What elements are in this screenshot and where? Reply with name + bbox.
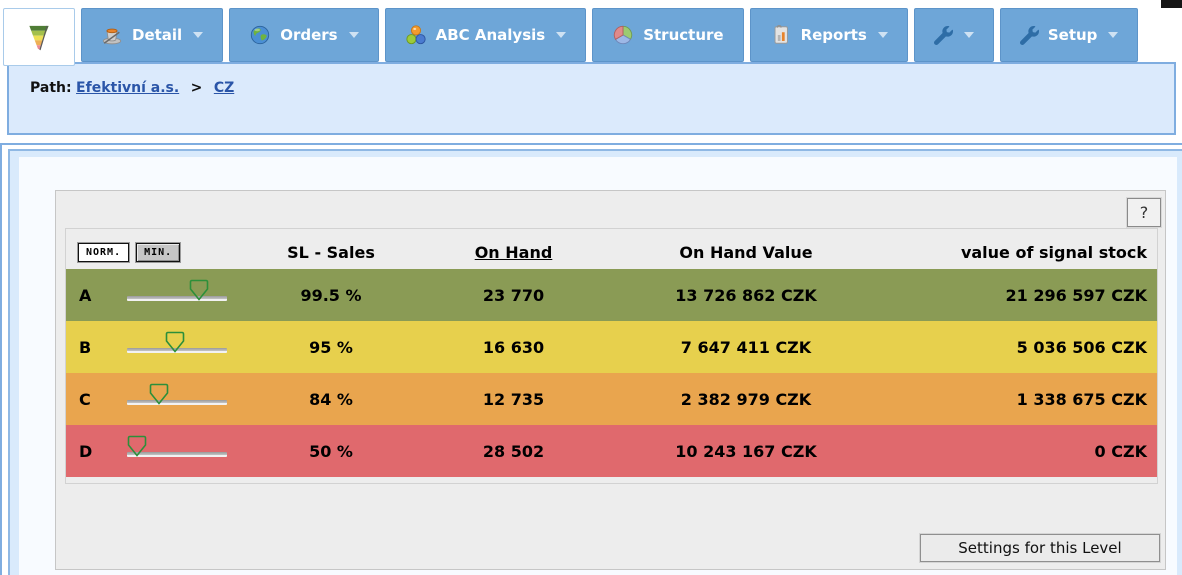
slider-thumb-icon[interactable]: [127, 435, 147, 457]
sl-sales-value: 99.5 %: [300, 285, 362, 305]
wrench-icon: [1019, 25, 1039, 45]
slider-track[interactable]: [127, 348, 227, 353]
breadcrumb-link-cz[interactable]: CZ: [213, 80, 235, 96]
path-label: Path:: [30, 80, 72, 96]
slider-thumb-icon[interactable]: [189, 279, 209, 301]
grade-label: A: [79, 285, 92, 305]
on-hand-value-czk: 13 726 862 CZK: [675, 285, 817, 305]
norm-toggle-button[interactable]: NORM.: [76, 242, 131, 263]
column-header-signal-stock: value of signal stock: [960, 243, 1147, 262]
slider-track[interactable]: [127, 400, 227, 405]
breadcrumb-panel: Path: Efektivní a.s. > CZ: [7, 62, 1176, 135]
wrench-icon: [933, 25, 953, 45]
table-header-row: NORM. MIN. SL - Sales On Hand On Hand Va…: [66, 229, 1157, 269]
tab-reports[interactable]: Reports: [749, 8, 908, 62]
tab-abc-analysis[interactable]: ABC Analysis: [384, 8, 587, 62]
row-a-grade-slider: A: [66, 282, 256, 308]
sl-sales-value: 50 %: [309, 441, 353, 461]
chevron-down-icon: [1108, 32, 1119, 38]
table-row-d: D 50 % 28 502 10 243 167 CZK 0 CZK: [66, 425, 1157, 477]
signal-stock-value: 1 338 675 CZK: [1016, 389, 1147, 409]
table-row-b: B 95 % 16 630 7 647 411 CZK 5 036 506 CZ…: [66, 321, 1157, 373]
globe-icon: [249, 24, 271, 46]
breadcrumb-link-company[interactable]: Efektivní a.s.: [76, 80, 180, 96]
service-level-slider[interactable]: [127, 334, 227, 360]
on-hand-value-czk: 10 243 167 CZK: [675, 441, 817, 461]
service-level-slider[interactable]: [127, 386, 227, 412]
tab-structure-label: Structure: [643, 26, 724, 44]
row-d-grade-slider: D: [66, 438, 256, 464]
on-hand-value: 23 770: [482, 285, 545, 305]
breadcrumb-separator: >: [190, 80, 203, 96]
tab-setup-label: Setup: [1047, 26, 1098, 44]
on-hand-value: 28 502: [482, 441, 545, 461]
slider-thumb-icon[interactable]: [165, 331, 185, 353]
grade-label: B: [79, 337, 92, 357]
row-b-grade-slider: B: [66, 334, 256, 360]
signal-stock-value: 0 CZK: [1094, 441, 1147, 461]
scrollbar-fragment: [1161, 0, 1182, 8]
breadcrumb: Path: Efektivní a.s. > CZ: [9, 64, 1174, 96]
column-header-sl-sales: SL - Sales: [287, 243, 375, 262]
tab-structure[interactable]: Structure: [592, 8, 744, 62]
magic-hat-icon: [101, 24, 123, 46]
column-header-on-hand[interactable]: On Hand: [474, 243, 553, 262]
abc-funnel-icon: [27, 24, 51, 51]
tab-orders[interactable]: Orders: [229, 8, 379, 62]
grade-label: C: [79, 389, 91, 409]
report-chart-icon: [770, 24, 792, 46]
chevron-down-icon: [193, 32, 204, 38]
row-c-grade-slider: C: [66, 386, 256, 412]
sl-sales-value: 95 %: [309, 337, 353, 357]
tab-home-abc[interactable]: [3, 8, 75, 66]
tab-detail-label: Detail: [132, 26, 183, 44]
abc-spheres-icon: [405, 24, 427, 46]
settings-for-level-button[interactable]: Settings for this Level: [919, 533, 1161, 563]
tab-abc-analysis-label: ABC Analysis: [435, 26, 546, 44]
slider-track[interactable]: [127, 452, 227, 457]
abc-table: NORM. MIN. SL - Sales On Hand On Hand Va…: [65, 228, 1158, 484]
signal-stock-value: 5 036 506 CZK: [1016, 337, 1147, 357]
on-hand-value: 16 630: [482, 337, 545, 357]
tab-orders-label: Orders: [280, 26, 338, 44]
on-hand-value: 12 735: [482, 389, 545, 409]
help-button[interactable]: ?: [1126, 197, 1162, 228]
tab-tools[interactable]: [913, 8, 994, 62]
chevron-down-icon: [963, 32, 974, 38]
service-level-slider[interactable]: [127, 438, 227, 464]
tab-reports-label: Reports: [800, 26, 867, 44]
slider-thumb-icon[interactable]: [149, 383, 169, 405]
tab-setup[interactable]: Setup: [999, 8, 1139, 62]
table-header-toggles: NORM. MIN.: [66, 242, 256, 269]
chevron-down-icon: [348, 32, 359, 38]
table-row-a: A 99.5 % 23 770 13 726 862 CZK 21 296 59…: [66, 269, 1157, 321]
tab-detail[interactable]: Detail: [81, 8, 224, 62]
main-tabbar: Detail Orders: [3, 8, 1139, 66]
chevron-down-icon: [556, 32, 567, 38]
on-hand-value-czk: 7 647 411 CZK: [680, 337, 812, 357]
grade-label: D: [79, 441, 93, 461]
min-toggle-button[interactable]: MIN.: [135, 242, 182, 263]
chevron-down-icon: [877, 32, 888, 38]
sl-sales-value: 84 %: [309, 389, 353, 409]
on-hand-value-czk: 2 382 979 CZK: [680, 389, 812, 409]
column-header-on-hand-value: On Hand Value: [679, 243, 813, 262]
service-level-slider[interactable]: [127, 282, 227, 308]
table-row-c: C 84 % 12 735 2 382 979 CZK 1 338 675 CZ…: [66, 373, 1157, 425]
slider-track[interactable]: [127, 296, 227, 301]
pie-chart-icon: [612, 24, 634, 46]
signal-stock-value: 21 296 597 CZK: [1005, 285, 1147, 305]
